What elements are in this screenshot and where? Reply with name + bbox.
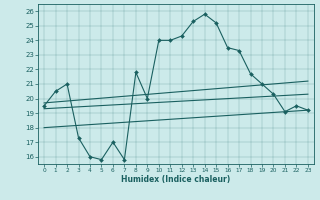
X-axis label: Humidex (Indice chaleur): Humidex (Indice chaleur): [121, 175, 231, 184]
